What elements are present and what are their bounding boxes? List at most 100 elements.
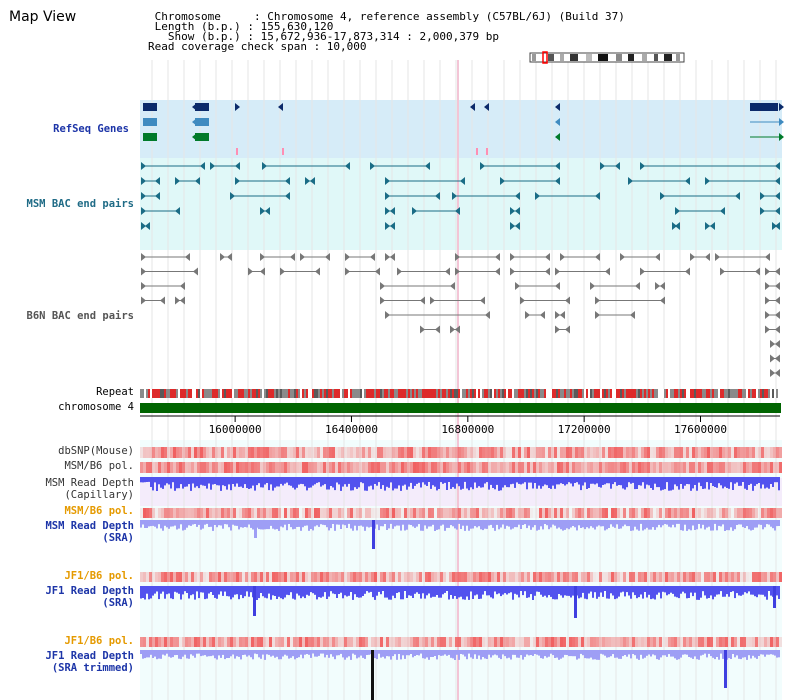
bac-end-marker: [765, 267, 770, 276]
polymorphism-cell: [695, 572, 698, 582]
read-depth-bar: [526, 520, 528, 529]
read-depth-bar: [280, 477, 282, 484]
polymorphism-cell: [242, 637, 245, 647]
track-label-msm-b6-pol-sra[interactable]: MSM/B6 pol.: [64, 505, 134, 517]
track-label-msm-rd-cap-2[interactable]: (Capillary): [64, 489, 134, 501]
track-label-jf1-rd-sra-1[interactable]: JF1 Read Depth: [45, 585, 134, 597]
read-depth-bar: [512, 586, 514, 600]
read-depth-bar: [330, 520, 332, 529]
polymorphism-cell: [338, 572, 341, 582]
polymorphism-cell: [467, 447, 470, 458]
polymorphism-cell: [692, 508, 695, 518]
read-depth-bar: [336, 586, 338, 598]
track-label-jf1-rd-trim-1[interactable]: JF1 Read Depth: [45, 650, 134, 662]
track-label-dbsnp[interactable]: dbSNP(Mouse): [58, 445, 134, 457]
polymorphism-cell: [548, 508, 551, 518]
read-depth-bar: [184, 650, 186, 655]
track-label-msm-b6-pol[interactable]: MSM/B6 pol.: [64, 460, 134, 472]
polymorphism-cell: [686, 462, 689, 473]
read-depth-bar: [140, 586, 142, 599]
bac-end-marker: [200, 162, 205, 170]
read-depth-bar: [266, 477, 268, 483]
track-label-chrom[interactable]: chromosome 4: [58, 401, 134, 413]
read-depth-bar: [366, 520, 368, 527]
polymorphism-cell: [236, 572, 239, 582]
read-depth-bar: [532, 650, 534, 656]
bac-end-marker: [141, 222, 146, 230]
read-depth-bar: [600, 650, 602, 654]
track-label-refseq[interactable]: RefSeq Genes: [53, 123, 129, 135]
bac-end-marker: [385, 253, 390, 261]
polymorphism-cell: [686, 447, 689, 458]
polymorphism-cell: [419, 637, 422, 647]
read-depth-bar: [200, 586, 202, 593]
read-depth-bar: [592, 520, 594, 528]
polymorphism-cell: [644, 447, 647, 458]
polymorphism-cell: [413, 637, 416, 647]
polymorphism-cell: [212, 572, 215, 582]
read-depth-bar: [690, 477, 692, 491]
read-depth-bar: [164, 477, 166, 486]
polymorphism-cell: [284, 447, 287, 458]
repeat-segment: [398, 389, 400, 398]
repeat-segment: [758, 389, 760, 398]
read-depth-bar: [386, 477, 388, 487]
read-depth-bar: [434, 520, 436, 531]
track-label-repeat[interactable]: Repeat: [96, 386, 134, 398]
track-label-jf1-rd-trim-2[interactable]: (SRA trimmed): [51, 662, 134, 674]
track-label-msm-rd-cap-1[interactable]: MSM Read Depth: [45, 477, 134, 489]
read-depth-bar: [466, 650, 468, 660]
read-depth-bar: [522, 650, 524, 660]
read-depth-bar: [762, 650, 764, 655]
repeat-segment: [290, 389, 292, 398]
polymorphism-cell: [236, 637, 239, 647]
polymorphism-cell: [227, 572, 230, 582]
read-depth-bar: [308, 520, 310, 531]
read-depth-bar: [218, 586, 220, 595]
read-depth-bar: [278, 650, 280, 660]
polymorphism-cell: [752, 462, 755, 473]
polymorphism-cell: [317, 637, 320, 647]
read-depth-bar: [354, 650, 356, 655]
polymorphism-cell: [722, 447, 725, 458]
read-depth-bar: [180, 586, 182, 600]
read-depth-bar: [540, 650, 542, 659]
read-depth-bar: [356, 520, 358, 531]
bac-end-marker: [555, 177, 560, 185]
read-depth-bar: [616, 586, 618, 599]
polymorphism-cell: [194, 462, 197, 473]
polymorphism-cell: [632, 508, 635, 518]
track-label-msm-bac[interactable]: MSM BAC end pairs: [26, 198, 134, 210]
polymorphism-cell: [335, 637, 338, 647]
read-depth-bar: [584, 650, 586, 659]
track-label-jf1-b6-pol-t[interactable]: JF1/B6 pol.: [64, 635, 134, 647]
read-depth-bar: [556, 586, 558, 600]
bac-end-marker: [227, 253, 232, 261]
read-depth-bar: [312, 477, 314, 486]
track-label-jf1-b6-pol[interactable]: JF1/B6 pol.: [64, 570, 134, 582]
polymorphism-cell: [239, 637, 242, 647]
polymorphism-cell: [695, 447, 698, 458]
polymorphism-cell: [458, 508, 461, 518]
track-label-b6n-bac[interactable]: B6N BAC end pairs: [26, 310, 134, 322]
polymorphism-cell: [680, 508, 683, 518]
read-depth-bar: [538, 477, 540, 486]
read-depth-bar: [758, 477, 760, 483]
read-depth-bar: [658, 477, 660, 488]
repeat-segment: [666, 389, 668, 398]
track-label-jf1-rd-sra-2[interactable]: (SRA): [102, 597, 134, 609]
read-depth-bar: [612, 650, 614, 655]
polymorphism-cell: [671, 447, 674, 458]
read-depth-bar: [208, 520, 210, 527]
track-label-msm-rd-sra-1[interactable]: MSM Read Depth: [45, 520, 134, 532]
track-label-msm-rd-sra-2[interactable]: (SRA): [102, 532, 134, 544]
read-depth-bar: [278, 586, 280, 597]
polymorphism-cell: [230, 447, 233, 458]
bac-end-marker: [595, 311, 600, 319]
read-depth-bar: [290, 520, 292, 528]
read-depth-bar: [648, 586, 650, 595]
polymorphism-cell: [551, 637, 554, 647]
read-depth-bar: [328, 520, 330, 531]
polymorphism-cell: [494, 447, 497, 458]
